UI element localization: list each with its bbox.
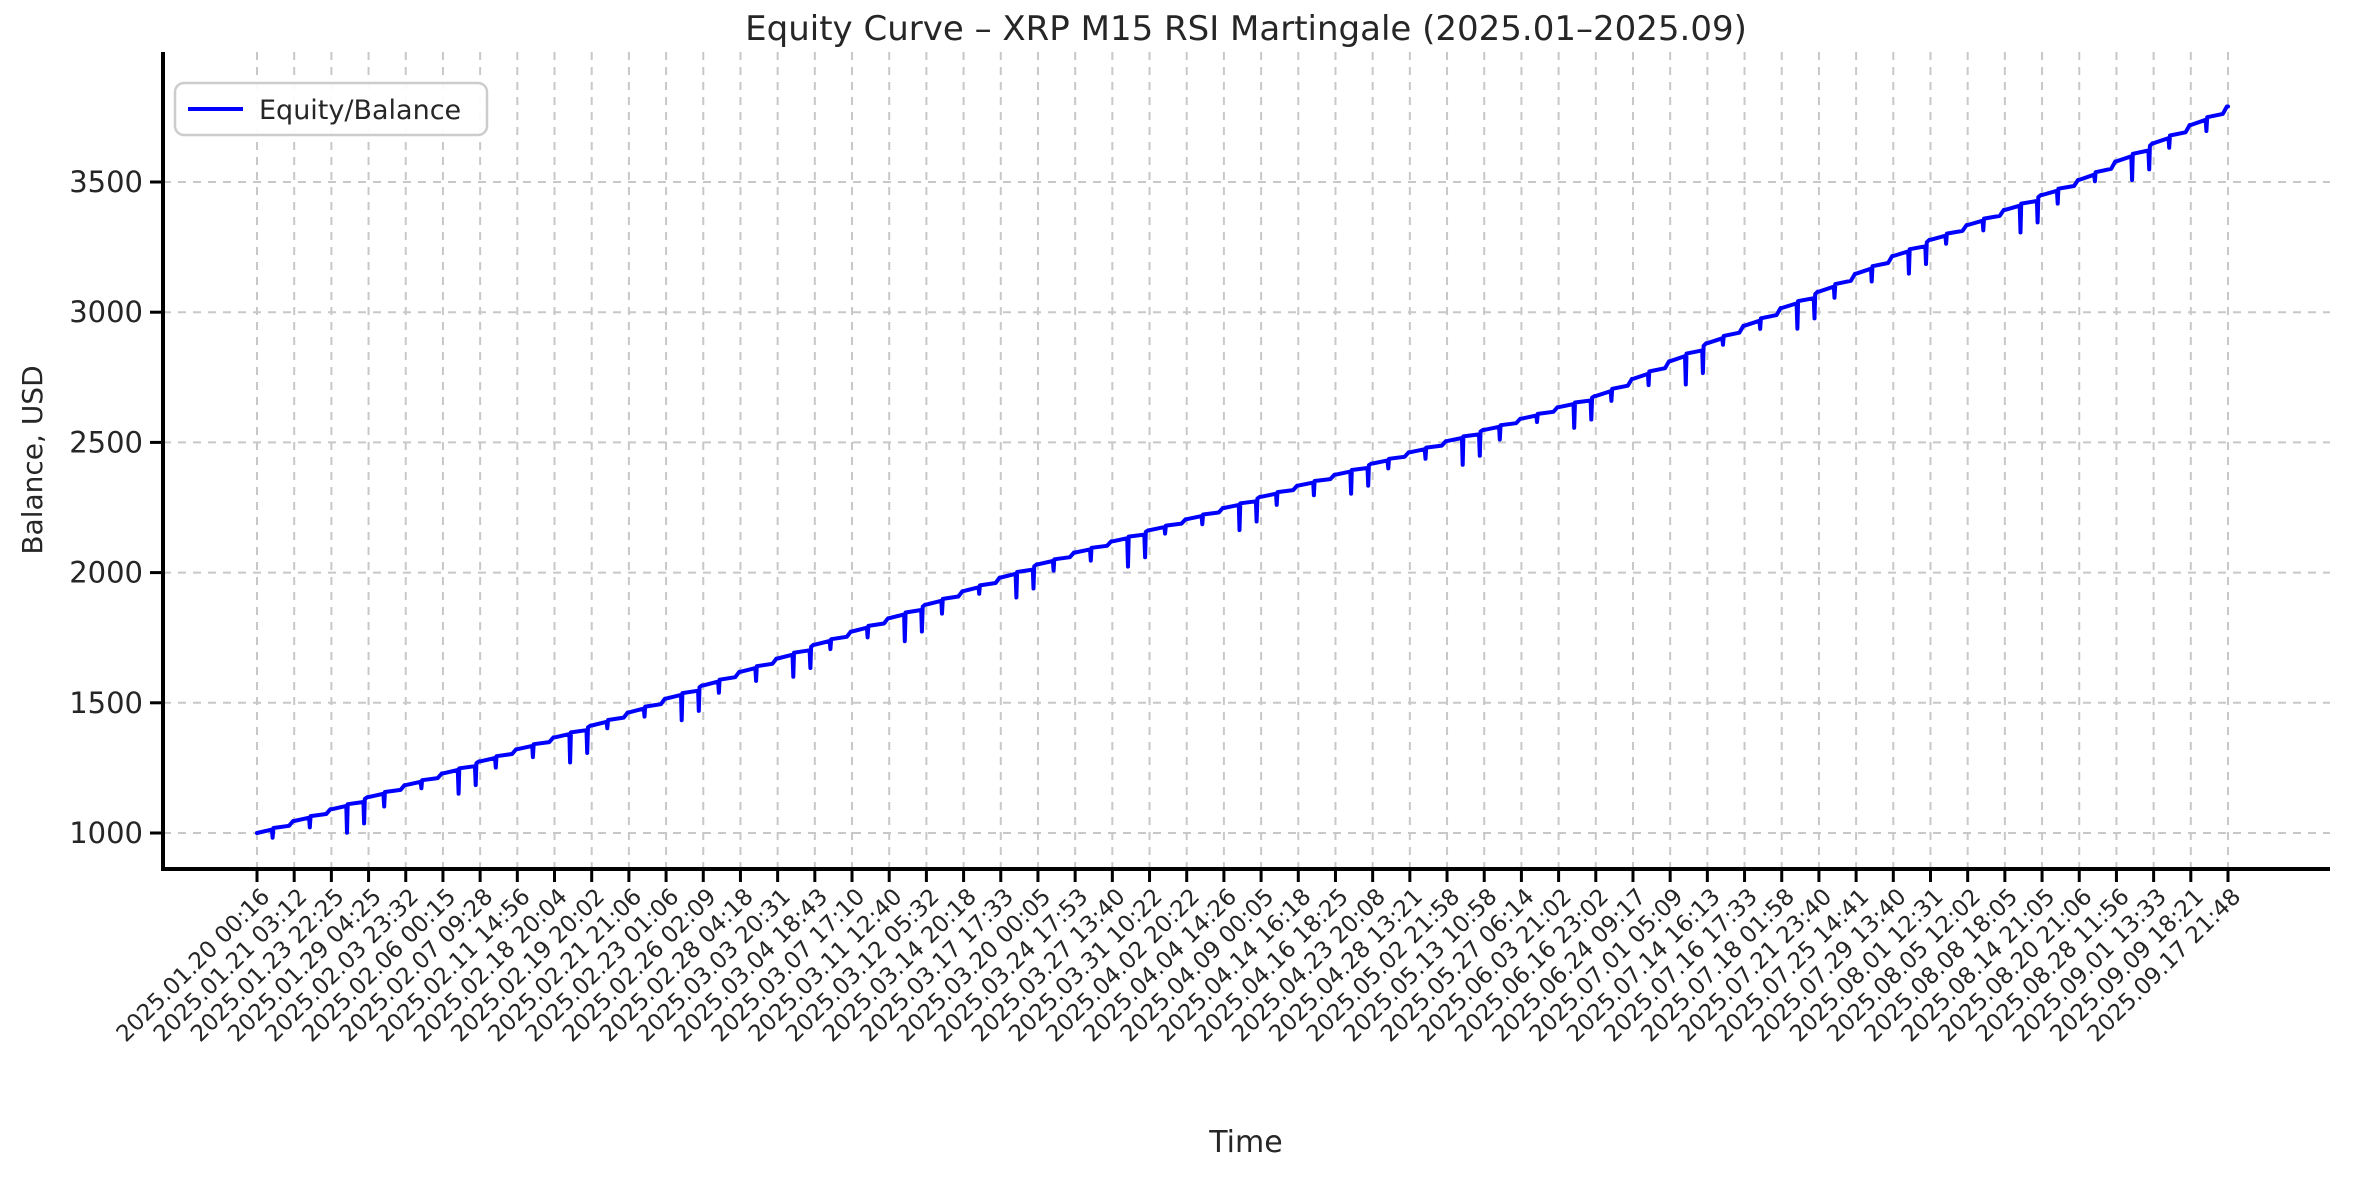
y-tick-label: 2000 xyxy=(69,556,143,590)
chart-title: Equity Curve – XRP M15 RSI Martingale (2… xyxy=(745,9,1747,49)
grid-lines xyxy=(163,52,2330,869)
equity-curve-line xyxy=(255,104,2230,840)
equity-curve-series xyxy=(255,104,2230,840)
legend-box xyxy=(173,81,489,137)
legend-label: Equity/Balance xyxy=(259,95,461,126)
y-tick-label: 1500 xyxy=(69,686,143,720)
y-tick-label: 2500 xyxy=(69,425,143,459)
y-tick-label: 1000 xyxy=(69,816,143,850)
y-axis-label: Balance, USD xyxy=(16,365,49,554)
y-tick-label: 3000 xyxy=(69,295,143,329)
legend: Equity/Balance xyxy=(173,81,489,137)
x-axis-label: Time xyxy=(1208,1125,1282,1160)
y-tick-label: 3500 xyxy=(69,165,143,199)
